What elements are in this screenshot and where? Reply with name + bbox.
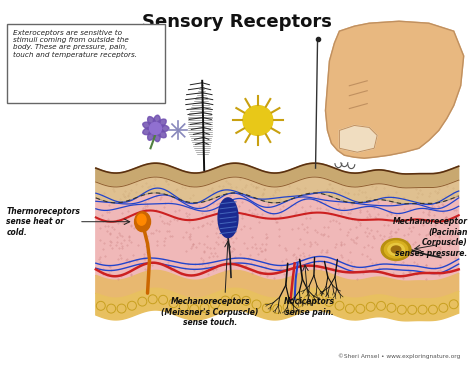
Polygon shape [326,21,464,158]
Text: Sensory Receptors: Sensory Receptors [142,13,332,31]
Polygon shape [339,126,377,152]
Polygon shape [96,193,459,281]
Text: ©Sheri Amsel • www.exploringnature.org: ©Sheri Amsel • www.exploringnature.org [338,353,461,359]
FancyBboxPatch shape [8,24,165,102]
Ellipse shape [153,115,160,129]
Ellipse shape [388,243,404,255]
Ellipse shape [155,127,166,138]
Polygon shape [96,288,459,321]
Circle shape [149,123,162,134]
Text: Mechanoreceptors
(Meissner's Corpuscle)
sense touch.: Mechanoreceptors (Meissner's Corpuscle) … [162,297,259,327]
Circle shape [243,106,273,135]
Text: Exteroceptors are sensitive to
stimuli coming from outside the
body. These are p: Exteroceptors are sensitive to stimuli c… [13,30,137,57]
Ellipse shape [147,128,157,140]
Polygon shape [96,177,459,204]
Ellipse shape [155,119,166,130]
Ellipse shape [384,241,408,258]
Ellipse shape [153,128,160,142]
Ellipse shape [392,246,401,253]
Ellipse shape [137,214,146,225]
Ellipse shape [143,127,156,135]
Polygon shape [96,270,459,299]
Ellipse shape [143,122,156,130]
Ellipse shape [155,125,169,132]
Text: Mechanoreceptor
(Pacinian
Corpuscle)
senses pressure.: Mechanoreceptor (Pacinian Corpuscle) sen… [392,217,468,258]
Ellipse shape [381,239,411,260]
Ellipse shape [218,198,238,238]
Ellipse shape [147,116,157,129]
Text: Thermoreceptors
sense heat or
cold.: Thermoreceptors sense heat or cold. [6,207,80,236]
Text: Nociceptors
sense pain.: Nociceptors sense pain. [284,297,335,317]
Ellipse shape [135,212,151,232]
Polygon shape [96,163,459,188]
